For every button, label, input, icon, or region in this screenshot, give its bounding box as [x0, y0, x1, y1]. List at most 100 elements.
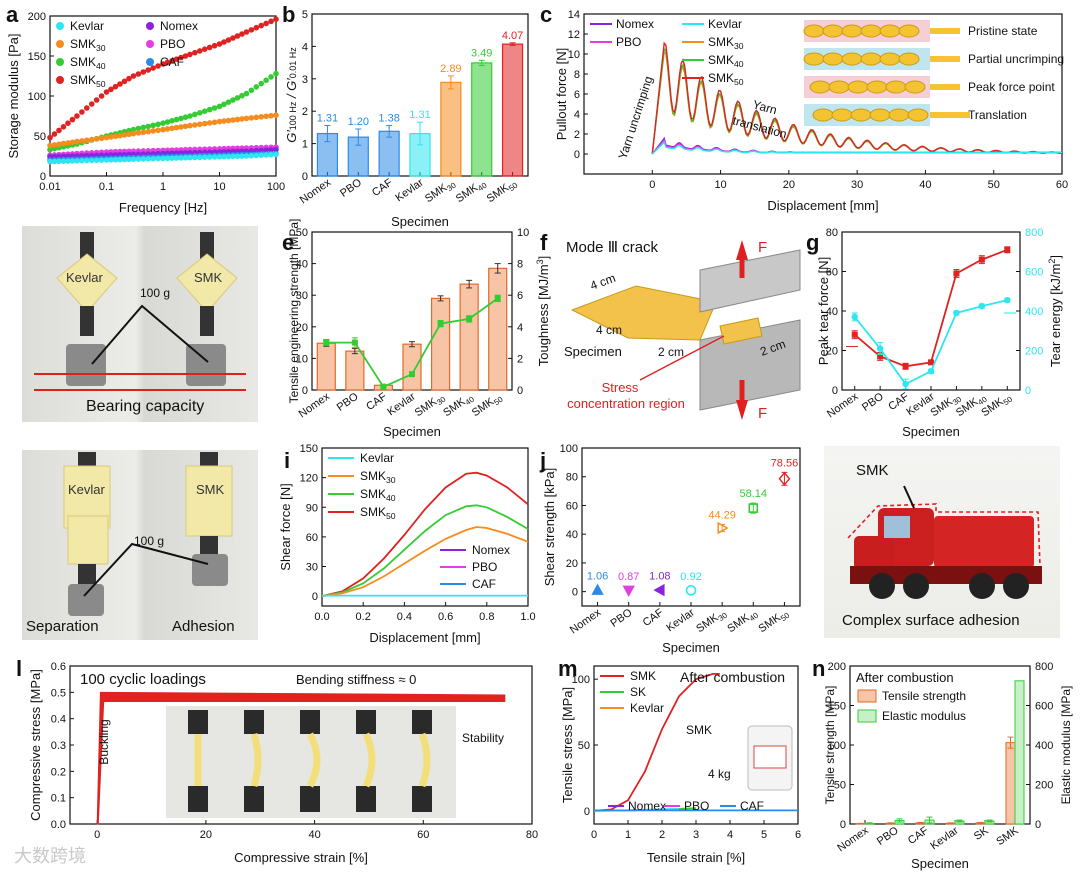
data-point-smk50 — [253, 24, 260, 31]
data-point-smk30 — [65, 140, 71, 146]
ytick-label: 5 — [302, 9, 308, 21]
data-point-smk30 — [84, 137, 90, 144]
ytick-label: 0 — [302, 385, 308, 397]
series-line-smk — [593, 673, 720, 812]
legend-label: Tensile strength — [882, 689, 966, 703]
ytick-label: 50 — [296, 227, 308, 239]
data-label: 1.20 — [348, 116, 369, 128]
data-point-smk30 — [79, 138, 85, 144]
series-line-kevlar — [651, 141, 1062, 155]
ytick-label: 4 — [574, 109, 580, 121]
panel-m-yticks: 0 50 100 — [572, 674, 598, 818]
data-point-smk50 — [164, 59, 171, 66]
ytick-label: 50 — [834, 780, 846, 792]
panel-a-series — [47, 16, 279, 165]
marker-kevlar — [685, 585, 697, 596]
xtick-label: 0.6 — [438, 611, 453, 623]
data-point-smk40 — [248, 87, 255, 94]
data-point-smk30 — [98, 135, 105, 142]
xtick-label: 3 — [693, 829, 699, 841]
series-line-smk50 — [321, 471, 529, 597]
panel-b-bars: 1.31 1.20 1.38 1.31 2.89 3.49 4.07 — [317, 30, 523, 177]
panel-j-letter: j — [539, 448, 546, 473]
modulus-bar-smk — [1014, 680, 1025, 825]
panel-f-specimen-label: Specimen — [564, 344, 622, 359]
data-label: 4.07 — [502, 30, 523, 42]
data-point-kevlar — [216, 154, 223, 160]
panel-c-annotation: Yarn uncrimping — [616, 74, 656, 161]
data-point-kevlar — [273, 151, 279, 158]
data-point-smk30 — [51, 142, 58, 148]
data-point-smk30 — [253, 114, 260, 121]
panel-m-callout: 4 kg — [708, 767, 731, 781]
data-point-kevlar — [47, 158, 53, 165]
inset-yarn — [898, 52, 920, 66]
panel-g-y2label: Tear energy [kJ/m2] — [1047, 255, 1063, 367]
data-point-smk40 — [225, 99, 232, 105]
data-point-kevlar — [239, 153, 245, 159]
data-point-smk40 — [164, 119, 171, 125]
legend-marker — [56, 76, 64, 84]
data-point-smk50 — [155, 63, 161, 69]
legend-marker — [146, 58, 154, 66]
clamp-top — [244, 710, 264, 734]
strength-bar-smk — [1005, 742, 1016, 825]
clamp-bottom — [244, 786, 264, 812]
ytick-label: 800 — [1025, 227, 1043, 239]
data-point-smk50 — [56, 127, 62, 134]
bar-caf — [378, 130, 400, 177]
panel-h-label-left: Kevlar — [68, 482, 105, 497]
data-label: 1.31 — [409, 109, 430, 121]
panel-j-xlabel: Specimen — [662, 640, 720, 655]
legend-swatch — [857, 709, 877, 723]
panel-f-dimension: 4 cm — [588, 271, 617, 293]
ytick-label: 400 — [1025, 306, 1043, 318]
panel-f-letter: f — [540, 230, 548, 255]
data-point-kevlar — [150, 155, 156, 162]
data-point-smk30 — [60, 140, 67, 147]
panel-d-label-left: Kevlar — [66, 270, 103, 285]
inset-yarn — [879, 52, 901, 66]
data-point-smk30 — [243, 115, 250, 122]
data-point-smk50 — [117, 81, 123, 87]
data-label: 58.14 — [740, 488, 768, 500]
data-point-smk50 — [84, 105, 90, 111]
data-point-smk50 — [160, 61, 166, 67]
data-point-kevlar — [197, 154, 203, 161]
panel-b-yticks: 0 1 2 3 4 5 — [302, 9, 316, 183]
legend-label: Nomex — [616, 17, 654, 31]
panel-f-stress-label: concentration region — [567, 396, 685, 411]
data-point-kevlar — [140, 156, 147, 162]
legend-label: SMK30 — [70, 37, 106, 53]
data-point-smk50 — [69, 116, 76, 123]
data-point-nomex — [273, 146, 279, 153]
xtick-label: 100 — [267, 181, 285, 193]
ytick-label: 200 — [28, 11, 46, 23]
xtick-label: CAF — [370, 176, 395, 199]
bar-nomex — [316, 342, 336, 391]
xtick-label: Kevlar — [385, 390, 418, 418]
clamp-top — [300, 710, 320, 734]
xtick-label: 0.2 — [356, 611, 371, 623]
data-point-smk50 — [98, 93, 105, 99]
panel-i-series — [321, 471, 529, 597]
data-point-smk50 — [221, 39, 227, 45]
bar-kevlar — [402, 343, 422, 391]
data-point-smk30 — [178, 124, 184, 130]
data-point-smk30 — [273, 112, 279, 118]
ytick-label: 0 — [312, 591, 318, 603]
panel-c-xticks: 0 10 20 30 40 50 60 — [649, 170, 1068, 191]
panel-f-dimension: 4 cm — [596, 323, 622, 337]
data-point-smk40 — [211, 105, 218, 111]
inset-yarn — [803, 24, 825, 38]
series-line-smk30 — [321, 526, 529, 597]
ytick-label: 10 — [296, 353, 308, 365]
panel-c-series — [651, 41, 1062, 155]
data-point-smk30 — [187, 122, 193, 129]
ytick-label: 200 — [1035, 780, 1053, 792]
data-point-smk30 — [108, 134, 114, 140]
data-point-smk40 — [140, 124, 147, 131]
